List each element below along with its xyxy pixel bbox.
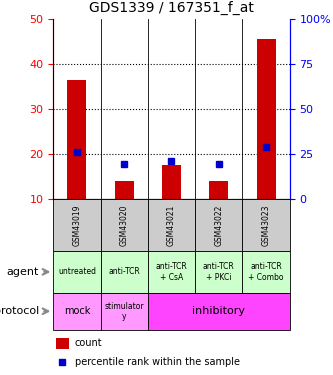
Text: agent: agent — [7, 267, 39, 277]
Text: GSM43020: GSM43020 — [120, 204, 129, 246]
Text: inhibitory: inhibitory — [192, 306, 245, 316]
Bar — [56, 338, 69, 349]
Text: GSM43019: GSM43019 — [72, 204, 82, 246]
Text: percentile rank within the sample: percentile rank within the sample — [75, 357, 239, 367]
Text: untreated: untreated — [58, 267, 96, 276]
Title: GDS1339 / 167351_f_at: GDS1339 / 167351_f_at — [89, 1, 254, 15]
Bar — [101, 292, 148, 330]
Text: count: count — [75, 338, 102, 348]
Bar — [162, 165, 181, 199]
Bar — [209, 181, 228, 199]
Bar — [257, 39, 275, 199]
Bar — [53, 251, 101, 292]
Bar — [242, 251, 290, 292]
Text: GSM43021: GSM43021 — [167, 204, 176, 246]
Text: anti-TCR
+ Combo: anti-TCR + Combo — [248, 262, 284, 282]
Text: anti-TCR
+ PKCi: anti-TCR + PKCi — [203, 262, 235, 282]
Text: stimulator
y: stimulator y — [105, 302, 144, 321]
Bar — [195, 199, 242, 251]
Bar — [53, 292, 101, 330]
Bar — [148, 251, 195, 292]
Bar — [115, 181, 134, 199]
Text: mock: mock — [64, 306, 90, 316]
Bar — [68, 80, 86, 199]
Text: protocol: protocol — [0, 306, 39, 316]
Bar — [101, 251, 148, 292]
Bar — [148, 292, 290, 330]
Text: anti-TCR: anti-TCR — [108, 267, 140, 276]
Bar — [53, 199, 101, 251]
Bar — [101, 199, 148, 251]
Bar — [148, 199, 195, 251]
Text: GSM43022: GSM43022 — [214, 204, 223, 246]
Text: GSM43023: GSM43023 — [261, 204, 271, 246]
Text: anti-TCR
+ CsA: anti-TCR + CsA — [156, 262, 187, 282]
Bar — [195, 251, 242, 292]
Bar — [242, 199, 290, 251]
